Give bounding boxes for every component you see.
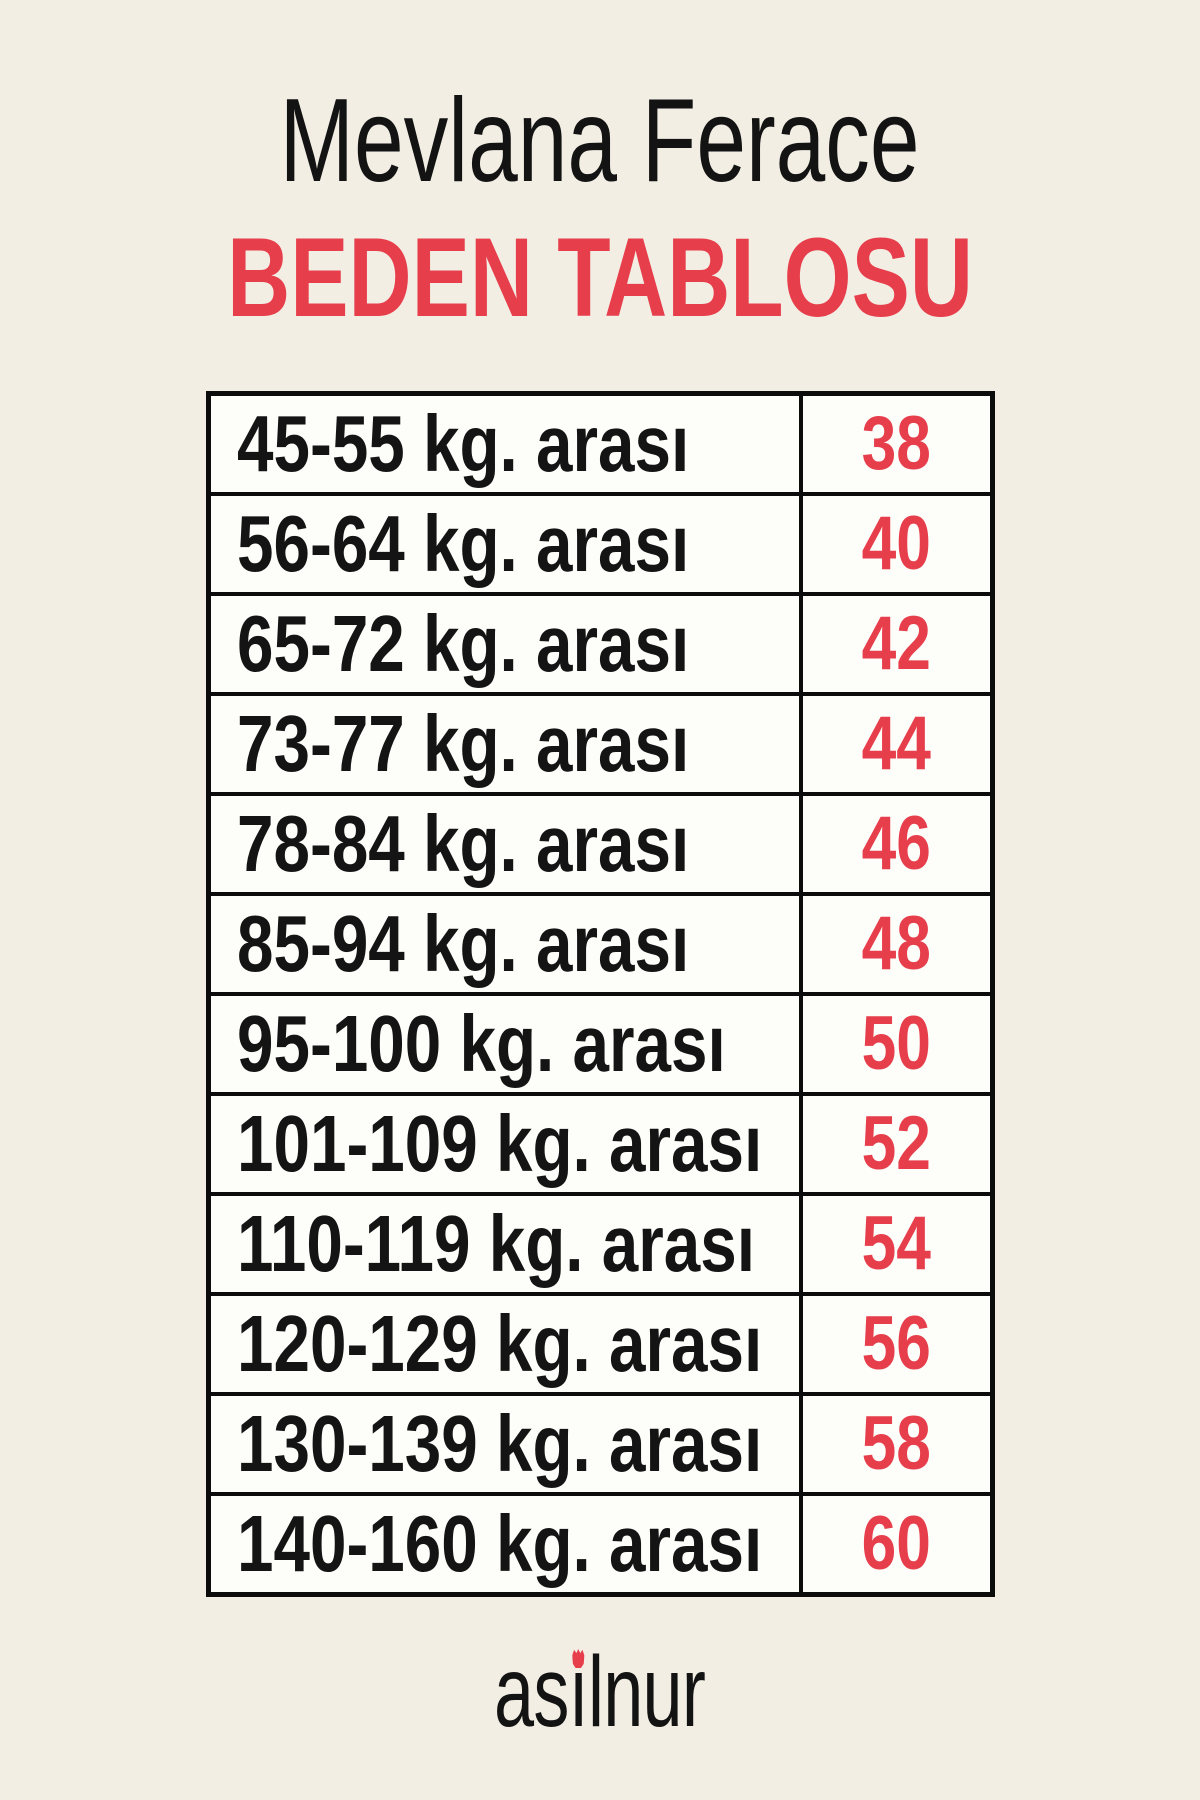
size-cell: 50 <box>799 991 995 1096</box>
page-title: Mevlana Ferace <box>0 81 1200 200</box>
size-cell: 60 <box>799 1491 995 1597</box>
table-row: 45-55 kg. arası 38 <box>206 391 995 497</box>
table-row: 85-94 kg. arası 48 <box>206 892 995 996</box>
size-cell: 42 <box>799 592 995 697</box>
weight-range-cell: 95-100 kg. arası <box>206 991 803 1096</box>
weight-range-cell: 140-160 kg. arası <box>206 1491 803 1597</box>
table-row: 73-77 kg. arası 44 <box>206 692 995 797</box>
weight-range-cell: 56-64 kg. arası <box>206 492 803 597</box>
brand-logo-text: ası lnur <box>494 1636 706 1748</box>
weight-range-cell: 110-119 kg. arası <box>206 1191 803 1296</box>
tulip-icon <box>572 1649 585 1668</box>
weight-range-cell: 120-129 kg. arası <box>206 1291 803 1396</box>
weight-range-cell: 73-77 kg. arası <box>206 692 803 797</box>
table-row: 120-129 kg. arası 56 <box>206 1291 995 1396</box>
table-row: 110-119 kg. arası 54 <box>206 1191 995 1296</box>
size-cell: 46 <box>799 792 995 896</box>
size-cell: 54 <box>799 1191 995 1296</box>
table-row: 65-72 kg. arası 42 <box>206 592 995 697</box>
size-cell: 44 <box>799 692 995 797</box>
table-row: 101-109 kg. arası 52 <box>206 1091 995 1196</box>
brand-text-prefix: as <box>494 1636 570 1748</box>
weight-range-cell: 130-139 kg. arası <box>206 1391 803 1496</box>
size-cell: 56 <box>799 1291 995 1396</box>
size-cell: 58 <box>799 1391 995 1496</box>
table-row: 78-84 kg. arası 46 <box>206 792 995 896</box>
table-row: 140-160 kg. arası 60 <box>206 1491 995 1597</box>
brand-text-suffix: lnur <box>588 1636 706 1748</box>
size-cell: 40 <box>799 492 995 597</box>
size-cell: 52 <box>799 1091 995 1196</box>
size-cell: 48 <box>799 892 995 996</box>
weight-range-cell: 45-55 kg. arası <box>206 391 803 497</box>
page-subtitle: BEDEN TABLOSU <box>0 222 1200 334</box>
size-cell: 38 <box>799 391 995 497</box>
page-subtitle-text: BEDEN TABLOSU <box>227 215 973 340</box>
table-row: 95-100 kg. arası 50 <box>206 991 995 1096</box>
weight-range-cell: 101-109 kg. arası <box>206 1091 803 1196</box>
weight-range-cell: 78-84 kg. arası <box>206 792 803 896</box>
brand-logo: ası lnur <box>0 1642 1200 1742</box>
size-table: 45-55 kg. arası 38 56-64 kg. arası 40 65… <box>206 391 995 1597</box>
weight-range-cell: 65-72 kg. arası <box>206 592 803 697</box>
table-row: 130-139 kg. arası 58 <box>206 1391 995 1496</box>
brand-letter-i: ı <box>569 1636 589 1748</box>
table-row: 56-64 kg. arası 40 <box>206 492 995 597</box>
page-title-text: Mevlana Ferace <box>280 74 920 207</box>
weight-range-cell: 85-94 kg. arası <box>206 892 803 996</box>
